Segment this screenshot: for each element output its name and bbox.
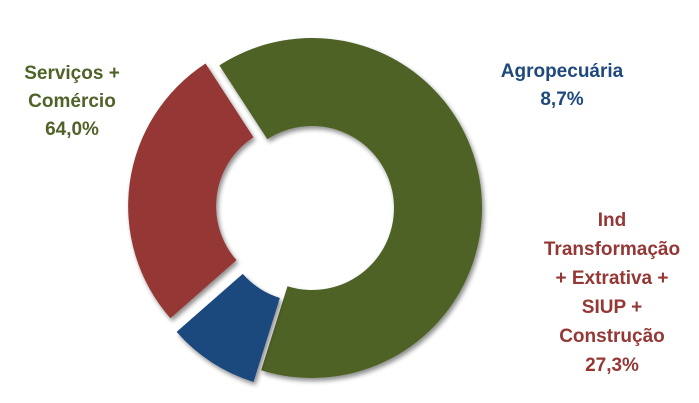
- slice-servicos-comercio: [219, 38, 483, 379]
- value-label: 27,3%: [585, 355, 639, 376]
- value-label: 8,7%: [540, 89, 583, 110]
- slice-industria: [128, 63, 254, 319]
- category-label-line: Agropecuária: [501, 61, 624, 82]
- category-label-line: Transformação: [544, 239, 680, 260]
- category-label-line: + Extrativa +: [555, 268, 668, 289]
- label-industria: Ind Transformação + Extrativa + SIUP + Const…: [544, 210, 680, 376]
- donut-slices: [128, 38, 483, 382]
- label-agropecuaria: Agropecuária 8,7%: [501, 61, 624, 110]
- slice-agropecuaria: [176, 273, 280, 382]
- category-label-line: Construção: [559, 326, 665, 347]
- slice-labels: Serviços + Comércio 64,0% Agropecuária 8,7% I…: [24, 61, 680, 376]
- value-label: 64,0%: [45, 119, 99, 140]
- category-label-line: Serviços +: [24, 63, 120, 84]
- label-servicos-comercio: Serviços + Comércio 64,0%: [24, 63, 120, 140]
- category-label-line: Ind: [598, 210, 627, 231]
- category-label-line: Comércio: [28, 91, 116, 112]
- category-label-line: SIUP +: [582, 297, 642, 318]
